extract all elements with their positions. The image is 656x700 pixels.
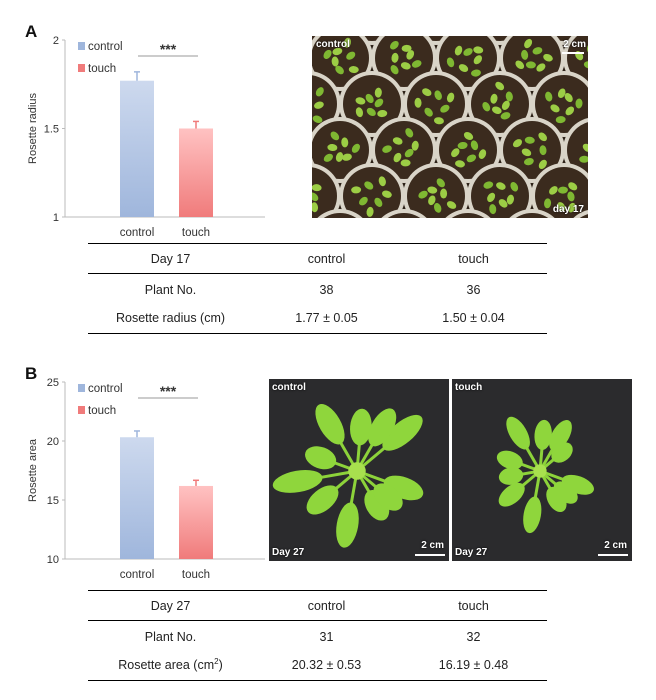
- photo-touch-day27: touch Day 27 2 cm: [452, 379, 632, 561]
- y-tick-label: 20: [47, 436, 59, 448]
- pot: [312, 117, 373, 183]
- table-cell: 36: [466, 283, 481, 297]
- unit-superscript: 2: [214, 656, 219, 666]
- table-cell: 1.50 ± 0.04: [400, 302, 547, 334]
- table-row: Rosette area (cm2) 20.32 ± 0.53 16.19 ± …: [88, 649, 547, 681]
- legend-swatch: [78, 42, 85, 50]
- legend-swatch: [78, 406, 85, 414]
- chart-rosette-area: 10 15 20 25 Rosette area control touch control t…: [27, 377, 265, 581]
- y-axis-label: Rosette area: [27, 438, 39, 502]
- y-tick-label: 10: [47, 554, 59, 566]
- table-header-touch: touch: [400, 243, 547, 274]
- error-bar-touch: [193, 120, 199, 129]
- y-axis-label: Rosette radius: [27, 93, 39, 164]
- legend-swatch: [78, 384, 85, 392]
- table-cell: 31: [319, 630, 334, 644]
- table-cell: 20.32 ± 0.53: [253, 649, 400, 681]
- table-row: Rosette radius (cm) 1.77 ± 0.05 1.50 ± 0…: [88, 302, 547, 334]
- pot: [381, 209, 427, 218]
- pot: [467, 71, 533, 137]
- table-row: Plant No. 31 32: [88, 621, 547, 650]
- pot: [573, 209, 588, 218]
- bar-touch: [179, 485, 213, 559]
- panel-letter-b: B: [25, 364, 38, 383]
- pot: [467, 163, 533, 218]
- table-header-touch: touch: [400, 590, 547, 621]
- y-tick-label: 25: [47, 377, 59, 389]
- legend-label: touch: [88, 405, 116, 417]
- plant-control-image: [272, 404, 424, 548]
- unit-close: ): [218, 658, 223, 673]
- legend-label: control: [88, 41, 123, 53]
- scale-label: 2 cm: [563, 39, 586, 50]
- table-cell: Plant No.: [144, 630, 197, 644]
- table-cell: 32: [466, 630, 481, 644]
- pot: [371, 117, 437, 183]
- pot: [317, 209, 363, 218]
- plant-touch-image: [496, 416, 594, 534]
- table-cell: Rosette radius (cm): [88, 302, 253, 334]
- day-label: Day 27: [272, 547, 305, 558]
- chart-rosette-radius: 1 1.5 2 Rosette radius control touch control to…: [27, 35, 265, 239]
- table-row: Plant No. 38 36: [88, 274, 547, 303]
- pot: [403, 71, 469, 137]
- area-label: Rosette area (cm: [118, 658, 215, 673]
- table-cell: Plant No.: [144, 283, 197, 297]
- error-bar-control: [134, 430, 140, 438]
- pot: [435, 117, 501, 183]
- x-tick-label: touch: [182, 569, 210, 581]
- error-bar-touch: [193, 479, 199, 486]
- error-bar-control: [134, 71, 140, 81]
- table-cell: 16.19 ± 0.48: [400, 649, 547, 681]
- panel-letter-a: A: [25, 22, 38, 41]
- significance-stars: ***: [160, 383, 177, 399]
- table-header-day: Day 27: [88, 590, 253, 621]
- photo-label: touch: [455, 382, 483, 393]
- x-tick-label: touch: [182, 227, 210, 239]
- significance-stars: ***: [160, 41, 177, 57]
- pot: [531, 163, 588, 218]
- scale-bar: [415, 554, 445, 556]
- pot: [509, 209, 555, 218]
- photo-label: control: [272, 382, 306, 393]
- table-cell: Rosette area (cm2): [88, 649, 253, 681]
- table-header-day: Day 17: [88, 243, 253, 274]
- table-day17: Day 17 control touch Plant No. 38 36 Ros…: [88, 243, 547, 334]
- x-tick-label: control: [120, 569, 155, 581]
- table-header-control: control: [253, 590, 400, 621]
- day-label: Day 27: [455, 547, 488, 558]
- bar-control: [120, 437, 154, 559]
- y-tick-label: 1.5: [44, 124, 59, 136]
- bar-touch: [179, 128, 213, 217]
- pot: [339, 71, 405, 137]
- y-tick-label: 15: [47, 495, 59, 507]
- table-cell: 38: [319, 283, 334, 297]
- pot: [403, 163, 469, 218]
- legend-label: touch: [88, 63, 116, 75]
- y-tick-label: 1: [53, 212, 59, 224]
- scale-bar: [598, 554, 628, 556]
- photo-control-day17: control 2 cm day 17: [312, 36, 588, 218]
- scale-label: 2 cm: [604, 540, 627, 551]
- table-day27: Day 27 control touch Plant No. 31 32 Ros…: [88, 590, 547, 681]
- photo-label: control: [316, 39, 350, 50]
- photo-control-day27: control Day 27 2 cm: [269, 379, 449, 561]
- x-tick-label: control: [120, 227, 155, 239]
- day-label: day 17: [552, 204, 584, 215]
- table-cell: 1.77 ± 0.05: [253, 302, 400, 334]
- table-header-control: control: [253, 243, 400, 274]
- pot: [445, 209, 491, 218]
- y-tick-label: 2: [53, 35, 59, 47]
- rosette-center: [348, 462, 366, 480]
- rosette-center: [533, 464, 547, 478]
- pot: [312, 163, 341, 218]
- scale-bar: [562, 52, 584, 54]
- scale-label: 2 cm: [421, 540, 444, 551]
- pot: [339, 163, 405, 218]
- legend-label: control: [88, 383, 123, 395]
- legend-swatch: [78, 64, 85, 72]
- pots-image: [312, 36, 588, 218]
- bar-control: [120, 80, 154, 218]
- pot: [499, 117, 565, 183]
